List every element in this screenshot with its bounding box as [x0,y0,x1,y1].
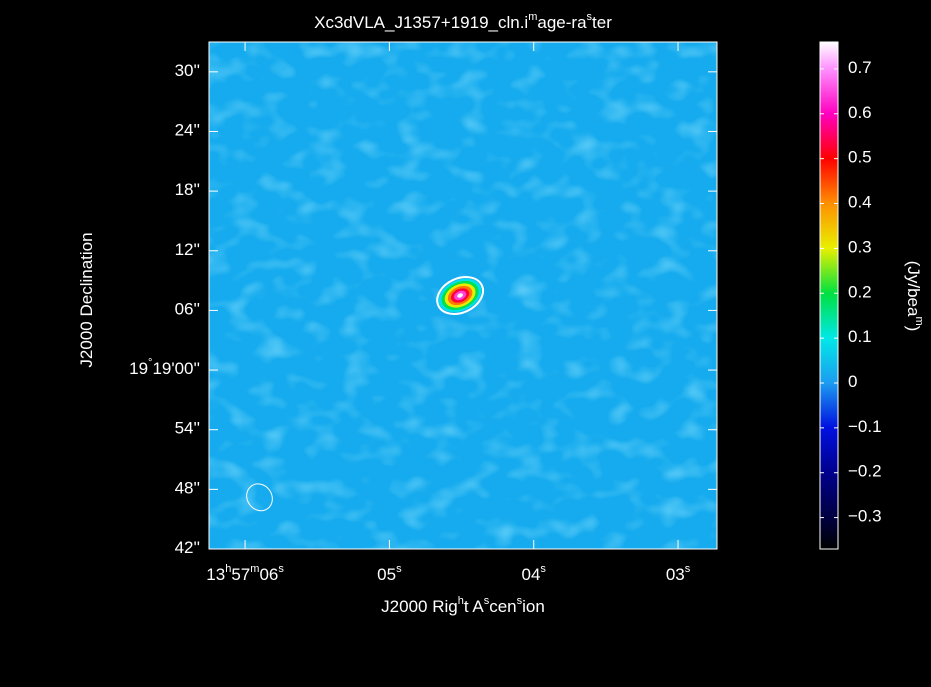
colorbar-tick-label: 0.4 [848,193,872,212]
colorbar-tick-label: 0.1 [848,328,872,347]
colorbar-tick-label: 0 [848,372,857,391]
image-raster [209,42,717,549]
y-tick-label: 48'' [175,479,200,498]
source-contour [436,276,485,315]
colorbar-tick-label: −0.2 [848,462,882,481]
colorbar-tick-label: −0.3 [848,507,882,526]
y-tick-label: 54'' [175,419,200,438]
colorbar-tick-label: 0.5 [848,148,872,167]
source [436,276,485,315]
x-tick-label: 03s [666,563,691,585]
y-tick-label: 42'' [175,538,200,557]
y-tick-label: 19°19'00'' [129,357,200,379]
beam [246,483,273,512]
plot-frame [208,41,718,550]
source-level [457,293,463,298]
y-tick-label: 06'' [175,300,200,319]
y-axis-label: J2000 Declination [77,232,96,367]
y-tick-label: 18'' [175,181,200,200]
x-tick-label: 05s [377,563,402,585]
x-axis-label: J2000 Right Ascension [381,595,545,617]
chart-title: Xc3dVLA_J1357+1919_cln.image-raster [314,11,612,33]
x-tick-label: 13h57m06s [206,563,284,585]
colorbar [819,41,839,550]
colorbar-label: (Jy/beam) [904,261,926,332]
colorbar-tick-label: 0.6 [848,103,872,122]
y-tick-label: 24'' [175,121,200,140]
y-tick-label: 12'' [175,240,200,259]
colorbar-tick-label: −0.1 [848,417,882,436]
y-tick-label: 30'' [175,61,200,80]
colorbar-tick-label: 0.7 [848,58,872,77]
x-tick-label: 04s [522,563,547,585]
colorbar-tick-label: 0.2 [848,283,872,302]
colorbar-tick-label: 0.3 [848,238,872,257]
